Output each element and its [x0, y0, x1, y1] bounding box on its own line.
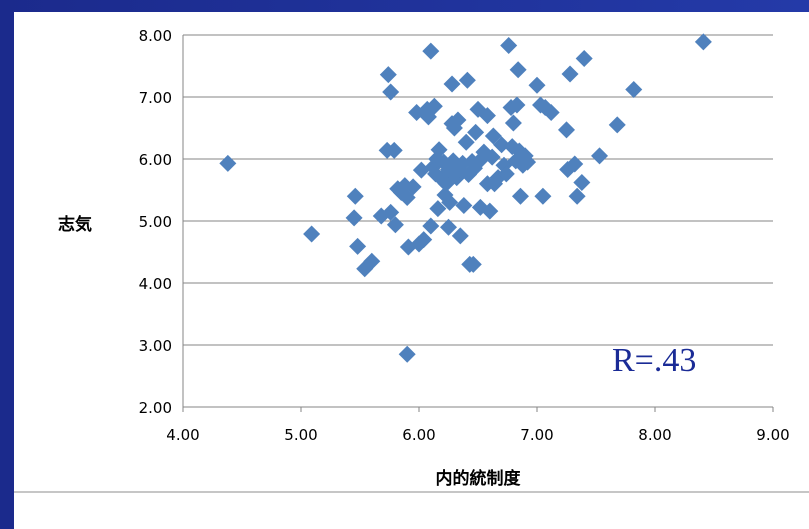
y-axis-tick-labels: 2.00 3.00 4.00 5.00 6.00 7.00 8.00 [139, 27, 172, 417]
y-axis-title: 志気 [58, 214, 92, 235]
data-point-marker [509, 61, 527, 79]
data-point-marker [363, 252, 381, 270]
data-point-marker [573, 174, 591, 192]
data-point-marker [455, 197, 473, 214]
x-axis-ticks [182, 407, 774, 412]
data-point-marker [346, 187, 364, 205]
data-point-marker [345, 209, 363, 227]
x-tick-label: 4.00 [166, 426, 199, 444]
data-point-marker [528, 76, 546, 94]
gridlines [183, 34, 773, 346]
data-point-marker [467, 123, 485, 141]
data-point-marker [412, 161, 430, 179]
data-point-marker [382, 203, 400, 221]
data-point-marker [568, 187, 586, 205]
data-point-marker [422, 42, 440, 60]
data-point-marker [591, 147, 609, 165]
y-tick-label: 6.00 [139, 151, 172, 169]
y-tick-label: 5.00 [139, 213, 172, 231]
data-point-marker [608, 116, 626, 134]
data-point-marker [404, 178, 422, 196]
data-point-marker [464, 255, 482, 273]
data-point-marker [481, 202, 499, 220]
data-point-marker [449, 111, 467, 129]
x-axis-title: 内的統制度 [436, 468, 522, 489]
data-point-marker [422, 217, 440, 235]
data-point-marker [441, 193, 459, 211]
data-point-marker [451, 227, 469, 245]
x-tick-label: 7.00 [520, 426, 553, 444]
data-point-marker [483, 148, 501, 166]
data-point-marker [511, 187, 529, 205]
data-point-marker [379, 66, 397, 84]
data-points [219, 33, 712, 363]
data-point-marker [478, 107, 496, 125]
data-point-marker [440, 218, 457, 236]
slide-content-area [14, 12, 809, 529]
y-tick-label: 7.00 [139, 89, 172, 107]
data-point-marker [386, 216, 404, 234]
data-point-marker [542, 104, 560, 121]
data-point-marker [219, 154, 237, 172]
data-point-marker [575, 50, 593, 68]
y-tick-label: 8.00 [139, 27, 172, 45]
data-point-marker [349, 237, 367, 255]
data-point-marker [519, 153, 537, 171]
data-point-marker [625, 81, 643, 99]
data-point-marker [382, 83, 400, 101]
data-point-marker [566, 155, 584, 173]
data-point-marker [443, 75, 461, 93]
data-point-marker [398, 345, 416, 363]
data-point-marker [429, 200, 447, 218]
data-point-marker [534, 187, 552, 205]
data-point-marker [500, 37, 518, 55]
data-point-marker [303, 225, 321, 243]
data-point-marker [415, 231, 433, 249]
data-point-marker [385, 141, 403, 159]
y-tick-label: 2.00 [139, 399, 172, 417]
x-tick-label: 9.00 [756, 426, 789, 444]
data-point-marker [561, 65, 579, 83]
data-point-marker [495, 156, 513, 174]
x-tick-label: 5.00 [284, 426, 317, 444]
data-point-marker [558, 121, 575, 139]
data-point-marker [430, 141, 448, 159]
x-axis-tick-labels: 4.00 5.00 6.00 7.00 8.00 9.00 [166, 426, 789, 444]
data-point-marker [493, 136, 511, 154]
data-point-marker [458, 71, 476, 89]
data-point-marker [425, 97, 443, 115]
x-tick-label: 6.00 [402, 426, 435, 444]
data-point-marker [508, 96, 526, 114]
y-tick-label: 3.00 [139, 337, 172, 355]
x-tick-label: 8.00 [638, 426, 671, 444]
data-point-marker [694, 33, 712, 51]
data-point-marker [497, 165, 515, 183]
data-point-marker [457, 133, 475, 151]
correlation-annotation: R=.43 [612, 342, 696, 379]
y-tick-label: 4.00 [139, 275, 172, 293]
data-point-marker [504, 114, 522, 132]
